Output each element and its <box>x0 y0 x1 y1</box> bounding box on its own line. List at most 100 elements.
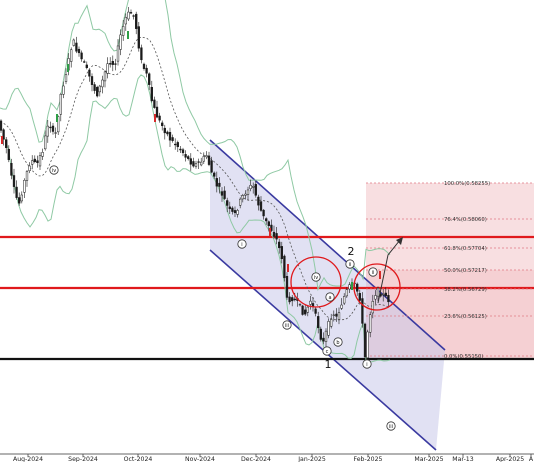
signal-marker <box>56 114 58 122</box>
candle <box>161 120 164 131</box>
fib-level-label: 61.8%(0.57704) <box>444 246 487 252</box>
x-tick-label: Mar-13 <box>452 456 473 462</box>
x-axis: Aug-2024 Sep-2024 Oct-2024 Nov-2024 Dec-2024… <box>13 454 534 463</box>
candle <box>62 81 65 99</box>
candle <box>239 197 242 209</box>
candle <box>283 254 286 282</box>
x-tick-label: Oct-2024 <box>124 456 153 462</box>
candle <box>77 46 81 57</box>
candle <box>382 289 385 302</box>
fib-level-label: 23.6%(0.56125) <box>444 314 487 320</box>
candle <box>288 292 291 305</box>
candle <box>38 152 42 170</box>
signal-marker <box>351 282 353 290</box>
svg-text:iii: iii <box>389 424 393 430</box>
candle <box>114 58 117 71</box>
candle <box>319 326 322 342</box>
candle <box>103 70 107 88</box>
candle <box>70 47 73 68</box>
candle <box>244 190 247 200</box>
candle <box>371 294 374 319</box>
svg-text:iii: iii <box>285 323 289 329</box>
candle <box>205 151 208 160</box>
wave-label-circled: a <box>325 292 335 302</box>
candle <box>369 311 372 338</box>
candle <box>197 158 200 170</box>
x-tick-label: Dec-2024 <box>241 456 271 462</box>
candle <box>116 39 120 66</box>
candle <box>254 180 257 198</box>
candle <box>5 136 8 154</box>
svg-text:c: c <box>326 349 329 355</box>
candle <box>148 72 151 91</box>
candle <box>202 152 205 165</box>
candle <box>249 179 252 192</box>
candle <box>327 318 330 339</box>
candle <box>361 292 364 328</box>
signal-marker <box>154 114 156 122</box>
candle <box>166 130 169 137</box>
candle <box>44 130 47 151</box>
candle <box>2 128 5 146</box>
candle <box>213 171 216 180</box>
candle <box>75 36 78 54</box>
projection-arrowhead <box>396 237 403 245</box>
svg-text:iv: iv <box>314 275 318 281</box>
candle <box>109 57 112 68</box>
candle <box>64 68 68 85</box>
candle <box>270 219 273 233</box>
candle <box>192 157 195 168</box>
candle <box>36 155 39 168</box>
channel-upper-line <box>209 139 446 351</box>
signal-marker <box>1 136 3 144</box>
svg-text:ii: ii <box>349 262 352 268</box>
candle <box>335 308 338 322</box>
candle <box>330 313 333 329</box>
candle <box>236 208 239 218</box>
svg-text:iv: iv <box>52 168 56 174</box>
candle <box>135 11 138 35</box>
candle <box>223 186 226 200</box>
wave-label-circled: ii <box>345 259 355 269</box>
candle <box>259 196 263 212</box>
wave-label-circled: i <box>362 359 372 369</box>
candle <box>171 134 174 143</box>
candle <box>304 305 307 316</box>
moving-average-line <box>0 36 391 321</box>
candle <box>280 241 283 264</box>
candle <box>33 155 36 164</box>
candle <box>101 75 104 94</box>
candle <box>127 7 130 21</box>
candle <box>181 147 185 157</box>
signal-marker <box>379 271 381 279</box>
candles <box>0 7 390 364</box>
signal-marker <box>127 31 129 39</box>
svg-text:i: i <box>366 362 367 368</box>
svg-text:ii: ii <box>372 270 375 276</box>
fib-level-label: 100.0%(0.58255) <box>444 181 490 187</box>
candle <box>57 115 60 136</box>
signal-marker <box>67 64 69 72</box>
candle <box>278 238 281 254</box>
candle <box>158 112 161 123</box>
candle <box>262 209 265 220</box>
candle <box>0 119 3 133</box>
candle <box>363 322 367 359</box>
candle <box>72 38 75 47</box>
candle <box>194 160 198 169</box>
candle <box>267 220 270 232</box>
candle <box>7 145 10 163</box>
candle <box>85 61 88 70</box>
candle <box>132 14 135 20</box>
wave-label-circled: b <box>333 337 343 347</box>
candle <box>337 307 341 325</box>
candle <box>246 186 250 200</box>
x-tick-label: Sep-2024 <box>68 456 98 462</box>
candle <box>210 156 213 174</box>
fib-level-label: 0.0%(0.55150) <box>444 354 484 360</box>
x-tick-label: A <box>529 456 534 462</box>
candle <box>343 293 346 306</box>
projection-arrow <box>377 239 401 304</box>
candle <box>322 332 325 345</box>
candle <box>218 177 221 194</box>
